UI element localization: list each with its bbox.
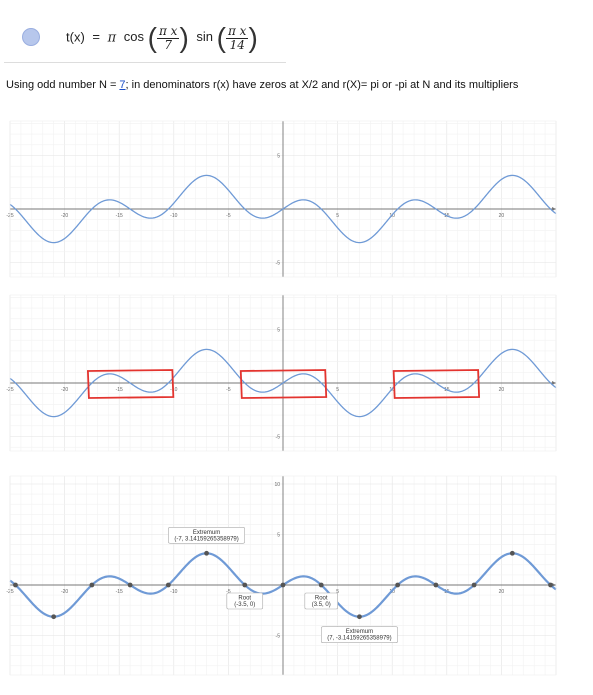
highlight-rectangle <box>239 369 328 399</box>
annotation-box <box>321 626 398 644</box>
annotation-box <box>226 592 264 610</box>
x-tick-label: 5 <box>336 387 339 393</box>
x-tick-label: 20 <box>499 213 505 219</box>
x-tick-label: -10 <box>170 589 177 595</box>
y-tick-label: 10 <box>274 482 280 488</box>
annotation-box <box>168 526 245 544</box>
sin-numerator: π x <box>225 23 249 39</box>
right-paren-icon: ) <box>179 22 189 53</box>
x-tick-label: -15 <box>116 589 123 595</box>
annotation-value: (3.5, 0) <box>312 602 331 608</box>
curve-point[interactable] <box>357 614 362 620</box>
expression-row[interactable]: t(x) = π cos (π x 7) sin (π x 14) <box>4 4 286 63</box>
formula-lhs: t(x) <box>66 29 85 45</box>
x-tick-label: -20 <box>61 387 68 393</box>
curve-point[interactable] <box>548 582 553 588</box>
plot-border <box>9 294 557 452</box>
formula-sin: sin <box>196 29 214 45</box>
y-tick-label: -5 <box>276 261 281 267</box>
annotation-value: (7, -3.14159265358979) <box>327 636 391 642</box>
y-tick-label: 5 <box>277 533 280 539</box>
annotation-box <box>304 592 338 610</box>
right-paren-icon: ) <box>248 22 258 53</box>
annotation-value: (-7, 3.14159265358979) <box>174 536 238 542</box>
curve-point[interactable] <box>89 582 95 588</box>
point-annotation[interactable]: Extremum(-7, 3.14159265358979) <box>168 526 245 544</box>
function-formula: t(x) = π cos (π x 7) sin (π x 14) <box>66 22 258 54</box>
sin-denominator: 14 <box>229 37 245 52</box>
plot-border <box>9 475 557 676</box>
cos-denominator: 7 <box>164 37 173 52</box>
plot-border <box>9 120 557 278</box>
description-text: Using odd number N = 7; in denominators … <box>6 78 576 93</box>
curve-point[interactable] <box>433 582 439 588</box>
annotation-value: (-3.5, 0) <box>234 602 255 608</box>
graph-color-swatch[interactable] <box>22 28 40 46</box>
annotation-title: Extremum <box>193 530 220 536</box>
highlight-rectangle <box>392 369 481 399</box>
curve-point[interactable] <box>280 582 286 588</box>
formula-equals: = <box>92 29 100 45</box>
curve-point[interactable] <box>509 550 515 556</box>
left-paren-icon: ( <box>216 22 226 53</box>
point-annotation[interactable]: Root(3.5, 0) <box>304 592 338 610</box>
x-tick-label: -5 <box>226 589 231 595</box>
x-tick-label: 10 <box>389 387 395 393</box>
x-tick-label: -15 <box>116 387 123 393</box>
y-tick-label: 5 <box>277 154 280 160</box>
curve-point[interactable] <box>13 582 18 588</box>
x-axis-arrow-icon <box>552 207 556 211</box>
formula-cos: cos <box>123 29 145 45</box>
curve-point[interactable] <box>204 550 209 556</box>
annotation-title: Root <box>238 596 251 602</box>
point-annotation[interactable]: Root(-3.5, 0) <box>226 592 264 610</box>
description-before: Using odd number N = <box>6 79 120 91</box>
curve-point[interactable] <box>395 582 401 588</box>
x-tick-label: 10 <box>389 213 395 219</box>
y-tick-label: 5 <box>277 328 280 334</box>
x-tick-label: -5 <box>226 213 231 219</box>
x-tick-label: -20 <box>61 213 68 219</box>
x-tick-label: -10 <box>170 213 177 219</box>
y-tick-label: -5 <box>276 435 281 441</box>
curve-point[interactable] <box>127 582 133 588</box>
x-tick-label: 20 <box>499 589 505 595</box>
grid <box>9 121 557 277</box>
x-tick-label: -15 <box>116 213 123 219</box>
function-curve[interactable] <box>9 174 557 244</box>
curve-point[interactable] <box>318 582 324 588</box>
x-tick-label: 5 <box>336 589 339 595</box>
x-tick-label: -20 <box>61 589 68 595</box>
annotation-title: Extremum <box>346 629 373 635</box>
formula-pi: π <box>107 30 117 46</box>
function-curve[interactable] <box>9 348 557 418</box>
y-tick-label: -5 <box>276 634 281 640</box>
x-tick-label: 20 <box>499 387 505 393</box>
sin-fraction: π x 14 <box>225 23 249 52</box>
x-axis-arrow-icon <box>552 381 556 385</box>
curve-point[interactable] <box>471 582 477 588</box>
highlight-rectangle <box>86 369 175 399</box>
x-tick-label: 5 <box>336 213 339 219</box>
curve-point[interactable] <box>165 582 171 588</box>
annotation-title: Root <box>315 596 328 602</box>
description-after: ; in denominators r(x) have zeros at X/2… <box>125 79 519 91</box>
x-tick-label: -5 <box>226 387 231 393</box>
point-annotation[interactable]: Extremum(7, -3.14159265358979) <box>321 626 398 644</box>
curve-point[interactable] <box>242 582 248 588</box>
left-paren-icon: ( <box>147 22 157 53</box>
description-n-value: 7 <box>119 79 126 91</box>
curve-point[interactable] <box>51 614 57 620</box>
cos-numerator: π x <box>156 23 180 39</box>
